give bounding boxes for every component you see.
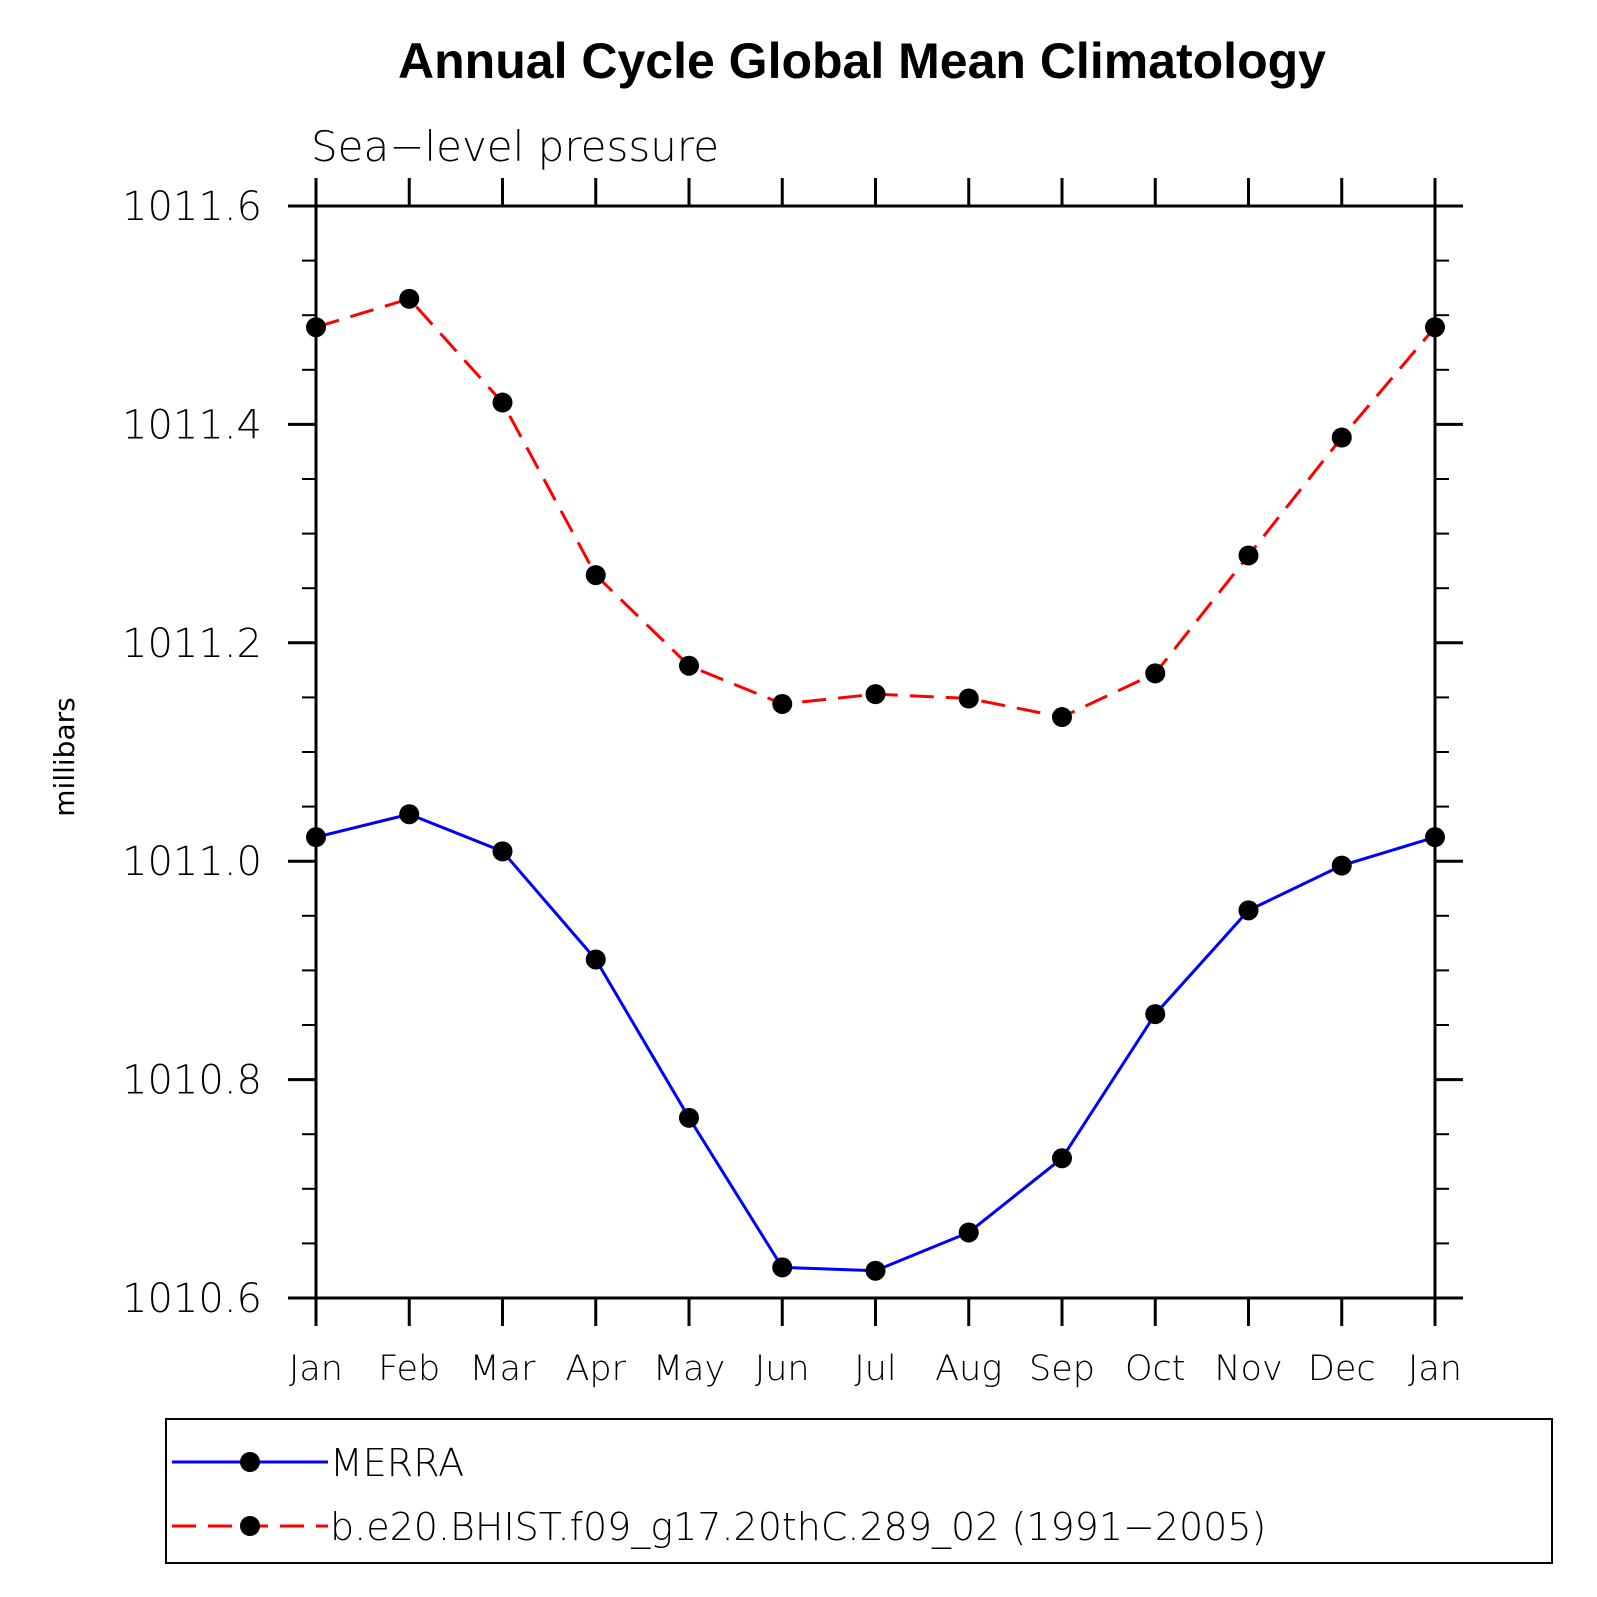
data-point xyxy=(306,317,326,338)
legend-box xyxy=(165,1418,1553,1564)
tick-labels: Jan Feb Mar Apr May Jun Jul Aug Sep Oct Nov Dec Jan 1… xyxy=(122,184,1462,1389)
x-tick-label: Jul xyxy=(854,1349,896,1389)
data-point xyxy=(1238,545,1259,566)
plot-area xyxy=(314,204,1437,1300)
legend-marker xyxy=(240,1452,260,1472)
y-tick-label: 1011.4 xyxy=(122,402,262,448)
data-point xyxy=(585,565,606,586)
data-point xyxy=(1238,900,1259,921)
x-tick-label: Sep xyxy=(1029,1349,1095,1389)
data-point xyxy=(306,827,326,848)
y-tick-label: 1010.8 xyxy=(122,1058,262,1104)
plot-border xyxy=(314,204,1437,1300)
y-axis-label: millibars xyxy=(48,697,81,816)
series-line-0 xyxy=(315,812,1436,1273)
legend-label: MERRA xyxy=(330,1441,464,1485)
data-point xyxy=(958,688,979,709)
data-point xyxy=(679,1107,699,1128)
data-point xyxy=(1145,1004,1166,1025)
data-point xyxy=(492,392,513,413)
data-point xyxy=(958,1222,979,1243)
x-tick-label: Apr xyxy=(565,1349,626,1389)
legend-marker xyxy=(240,1516,260,1536)
data-point xyxy=(1145,663,1166,684)
y-tick-label: 1010.6 xyxy=(122,1276,262,1322)
data-point xyxy=(1331,855,1352,876)
x-tick-label: Jan xyxy=(1408,1349,1462,1389)
data-point xyxy=(492,841,513,862)
data-point xyxy=(399,804,420,825)
x-tick-label: Jun xyxy=(755,1349,810,1389)
series-group xyxy=(306,288,1445,1281)
legend: MERRA b.e20.BHIST.f09_g17.20thC.289_02 (1… xyxy=(165,1418,1553,1564)
y-tick-label: 1011.2 xyxy=(122,621,262,667)
data-point xyxy=(772,693,793,714)
y-tick-label: 1011.6 xyxy=(122,184,262,230)
x-tick-label: Mar xyxy=(469,1349,536,1389)
x-tick-label: May xyxy=(653,1349,725,1389)
data-point xyxy=(865,1260,886,1281)
data-point xyxy=(399,288,420,309)
x-tick-label: Oct xyxy=(1125,1349,1186,1389)
data-point xyxy=(772,1257,793,1278)
y-tick-label: 1011.0 xyxy=(122,839,262,885)
x-tick-label: Aug xyxy=(935,1349,1002,1389)
legend-label: b.e20.BHIST.f09_g17.20thC.289_02 (1991−2… xyxy=(330,1505,1266,1550)
chart-title: Annual Cycle Global Mean Climatology xyxy=(398,33,1326,89)
data-point xyxy=(585,949,606,970)
x-tick-label: Jan xyxy=(289,1349,343,1389)
data-point xyxy=(1425,317,1445,338)
data-point xyxy=(1052,707,1072,728)
data-point xyxy=(865,684,886,705)
x-tick-label: Nov xyxy=(1214,1349,1282,1389)
data-point xyxy=(1331,427,1352,448)
data-point xyxy=(1052,1148,1072,1169)
x-tick-label: Dec xyxy=(1308,1349,1376,1389)
x-tick-label: Feb xyxy=(378,1349,440,1389)
chart-subtitle: Sea−level pressure xyxy=(311,122,719,171)
data-point xyxy=(679,655,699,676)
axis-ticks xyxy=(288,178,1463,1326)
data-point xyxy=(1425,827,1445,848)
series-line-1 xyxy=(315,297,1437,719)
